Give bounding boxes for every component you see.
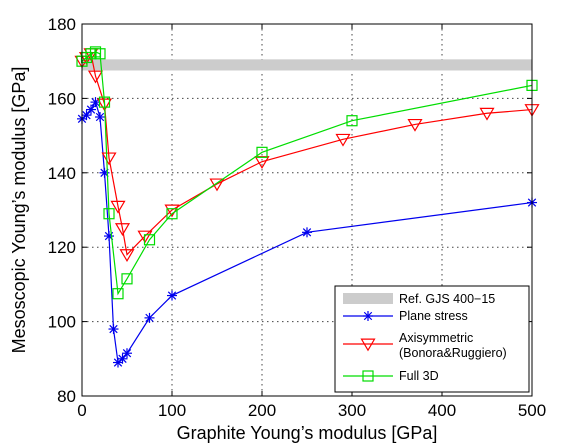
data-point <box>166 208 178 220</box>
x-axis-label: Graphite Young’s modulus [GPa] <box>177 423 438 443</box>
data-point <box>335 133 351 147</box>
data-point <box>302 227 312 238</box>
data-point <box>110 200 126 214</box>
legend-label-reference: Ref. GJS 400−15 <box>399 292 495 306</box>
data-point <box>98 96 111 108</box>
data-point <box>119 249 135 262</box>
data-point <box>81 110 92 121</box>
x-tick-label: 100 <box>158 401 186 420</box>
data-point <box>103 208 115 220</box>
legend-marker <box>362 370 374 382</box>
legend-label: Axisymmetric <box>399 331 473 345</box>
data-point <box>86 104 96 115</box>
series-line <box>81 52 533 256</box>
data-point <box>94 48 106 60</box>
y-tick-label: 180 <box>48 15 76 34</box>
data-point <box>114 223 131 236</box>
y-tick-label: 160 <box>48 89 76 108</box>
legend-label-line2: (Bonora&Ruggiero) <box>399 346 507 360</box>
y-tick-label: 140 <box>48 164 76 183</box>
legend-swatch-reference <box>343 293 393 304</box>
data-point <box>121 273 133 285</box>
data-point <box>87 70 104 84</box>
data-point <box>164 204 180 218</box>
data-point <box>101 152 117 166</box>
data-point <box>137 230 153 244</box>
data-point <box>112 288 124 300</box>
legend-label: Plane stress <box>399 309 468 323</box>
reference-band <box>82 59 532 71</box>
x-tick-label: 0 <box>77 401 86 420</box>
series-1 <box>74 48 540 262</box>
data-point <box>117 353 128 364</box>
data-point <box>407 118 423 132</box>
data-point <box>167 290 177 301</box>
data-point <box>95 112 105 122</box>
plot-frame <box>81 23 533 397</box>
y-tick-label: 80 <box>57 387 76 406</box>
data-point <box>479 107 495 121</box>
data-point <box>256 146 268 158</box>
y-axis-label: Mesoscopic Young’s modulus [GPa] <box>9 67 29 354</box>
data-point <box>144 312 155 323</box>
data-point <box>108 324 119 335</box>
x-tick-label: 500 <box>518 401 546 420</box>
legend-marker <box>360 338 376 352</box>
legend: Ref. GJS 400−15 Plane stress Axisymmetric(… <box>334 285 530 393</box>
data-point <box>346 115 358 127</box>
legend-label: Full 3D <box>399 369 439 383</box>
x-tick-label: 300 <box>338 401 366 420</box>
x-tick-label: 400 <box>428 401 456 420</box>
legend-marker <box>363 311 373 321</box>
tick-layer: 0 100 200 300 400 500 80 100 120 140 160 180 <box>48 15 547 420</box>
y-tick-label: 100 <box>48 313 76 332</box>
y-tick-label: 120 <box>48 238 76 257</box>
x-tick-label: 200 <box>248 401 276 420</box>
data-point <box>122 348 132 359</box>
data-point <box>143 234 156 246</box>
